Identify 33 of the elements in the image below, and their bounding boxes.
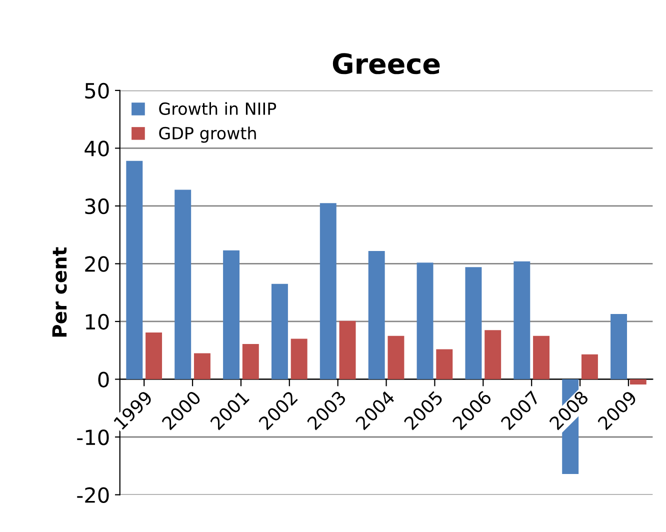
y-tick-label: 10 bbox=[86, 314, 109, 330]
bar bbox=[126, 160, 143, 380]
bar bbox=[290, 338, 308, 380]
y-tick-label: 40 bbox=[84, 140, 109, 156]
legend-label: GDP growth bbox=[159, 126, 256, 143]
y-tick-label: 50 bbox=[85, 82, 109, 99]
bar bbox=[514, 261, 530, 380]
y-tick-label: 20 bbox=[85, 256, 109, 272]
y-tick-label: 30 bbox=[85, 198, 109, 214]
legend-label: Growth in NIIP bbox=[159, 102, 276, 116]
y-tick-label: 0 bbox=[98, 372, 109, 388]
bar bbox=[339, 320, 356, 380]
bar bbox=[436, 349, 453, 380]
bar bbox=[581, 354, 598, 380]
bar bbox=[630, 379, 646, 384]
bar bbox=[484, 330, 502, 380]
bar bbox=[242, 344, 259, 380]
bar bbox=[368, 251, 385, 380]
bar bbox=[194, 353, 210, 380]
bar bbox=[174, 190, 192, 380]
bar bbox=[465, 267, 482, 380]
chart-title: Greece bbox=[332, 53, 440, 74]
y-axis-title: Per cent bbox=[52, 247, 67, 337]
bar bbox=[533, 336, 550, 380]
bar bbox=[610, 314, 628, 380]
bar bbox=[271, 284, 288, 380]
bar bbox=[223, 250, 240, 380]
y-tick-label: -10 bbox=[77, 429, 109, 446]
y-tick-label: -20 bbox=[77, 487, 109, 503]
bar bbox=[416, 262, 434, 380]
bar bbox=[320, 203, 336, 380]
bar bbox=[388, 336, 404, 380]
bar bbox=[146, 332, 162, 380]
